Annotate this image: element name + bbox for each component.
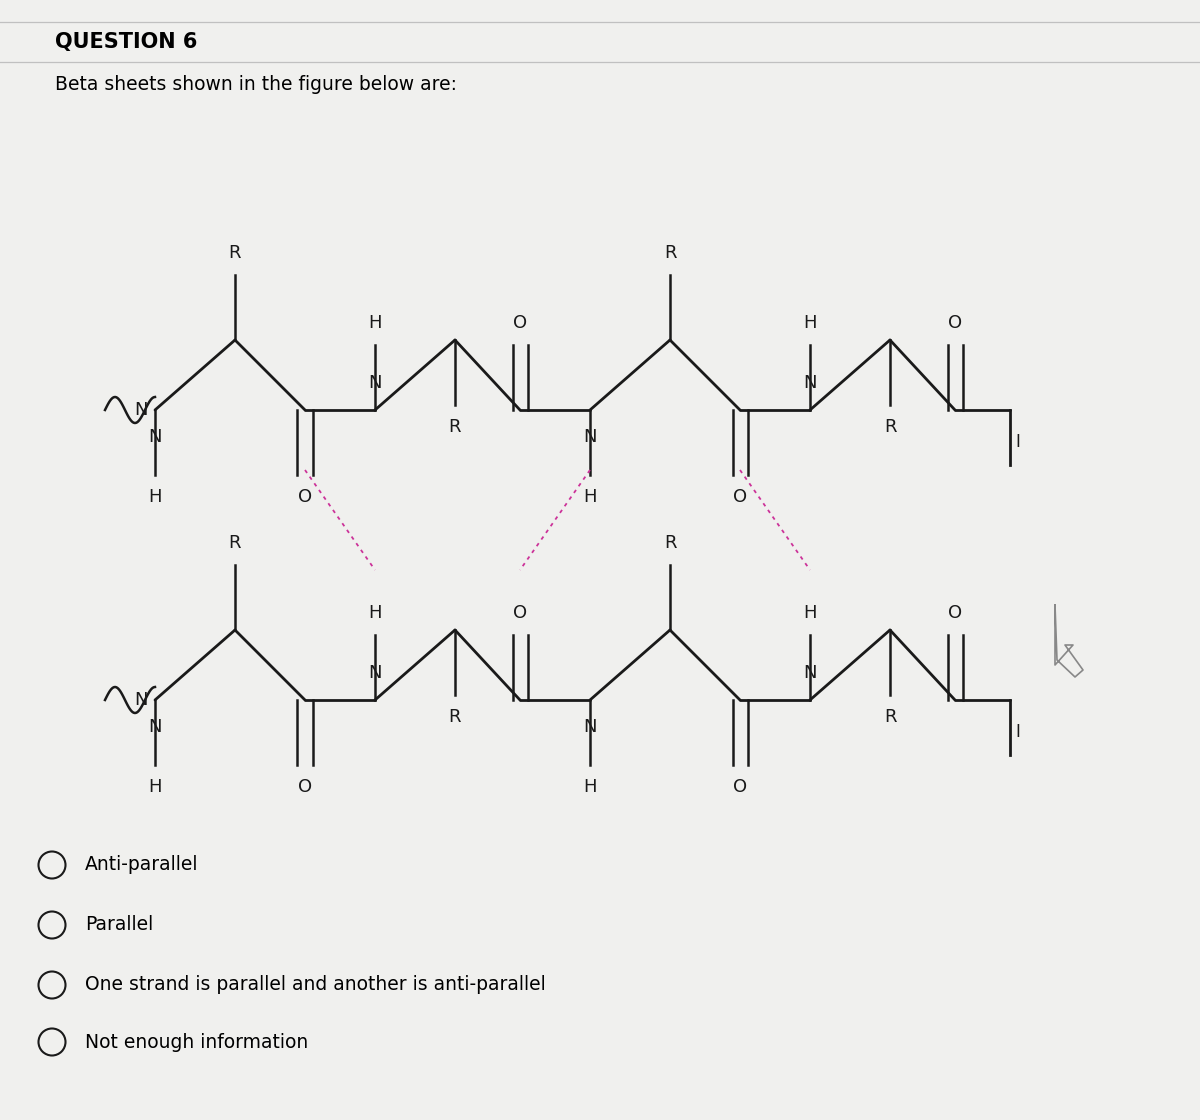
Text: I: I: [1015, 724, 1020, 741]
Text: One strand is parallel and another is anti-parallel: One strand is parallel and another is an…: [85, 976, 546, 995]
Text: H: H: [149, 778, 162, 796]
Text: O: O: [948, 314, 962, 332]
Text: N: N: [149, 718, 162, 736]
Text: N: N: [368, 374, 382, 392]
Text: R: R: [449, 708, 461, 726]
Text: R: R: [229, 534, 241, 552]
Text: R: R: [664, 534, 677, 552]
Text: N: N: [803, 374, 817, 392]
Text: O: O: [733, 778, 748, 796]
Text: N: N: [368, 664, 382, 682]
Text: Anti-parallel: Anti-parallel: [85, 856, 198, 875]
Text: R: R: [883, 708, 896, 726]
Text: QUESTION 6: QUESTION 6: [55, 32, 197, 52]
Text: R: R: [229, 244, 241, 262]
Text: O: O: [512, 314, 527, 332]
Text: Beta sheets shown in the figure below are:: Beta sheets shown in the figure below ar…: [55, 75, 457, 94]
Text: N: N: [803, 664, 817, 682]
Text: O: O: [733, 488, 748, 506]
Text: H: H: [368, 314, 382, 332]
Text: O: O: [298, 778, 312, 796]
Text: N: N: [134, 691, 148, 709]
Text: N: N: [149, 428, 162, 446]
Text: I: I: [1015, 433, 1020, 451]
Text: R: R: [883, 418, 896, 436]
Text: N: N: [583, 428, 596, 446]
Text: O: O: [298, 488, 312, 506]
Text: Not enough information: Not enough information: [85, 1033, 308, 1052]
Text: N: N: [134, 401, 148, 419]
Text: H: H: [803, 314, 817, 332]
Text: H: H: [803, 604, 817, 622]
Text: H: H: [149, 488, 162, 506]
Text: Parallel: Parallel: [85, 915, 154, 934]
Text: H: H: [583, 488, 596, 506]
Text: O: O: [948, 604, 962, 622]
Text: R: R: [664, 244, 677, 262]
Text: H: H: [368, 604, 382, 622]
Text: R: R: [449, 418, 461, 436]
Text: O: O: [512, 604, 527, 622]
Text: H: H: [583, 778, 596, 796]
Text: N: N: [583, 718, 596, 736]
